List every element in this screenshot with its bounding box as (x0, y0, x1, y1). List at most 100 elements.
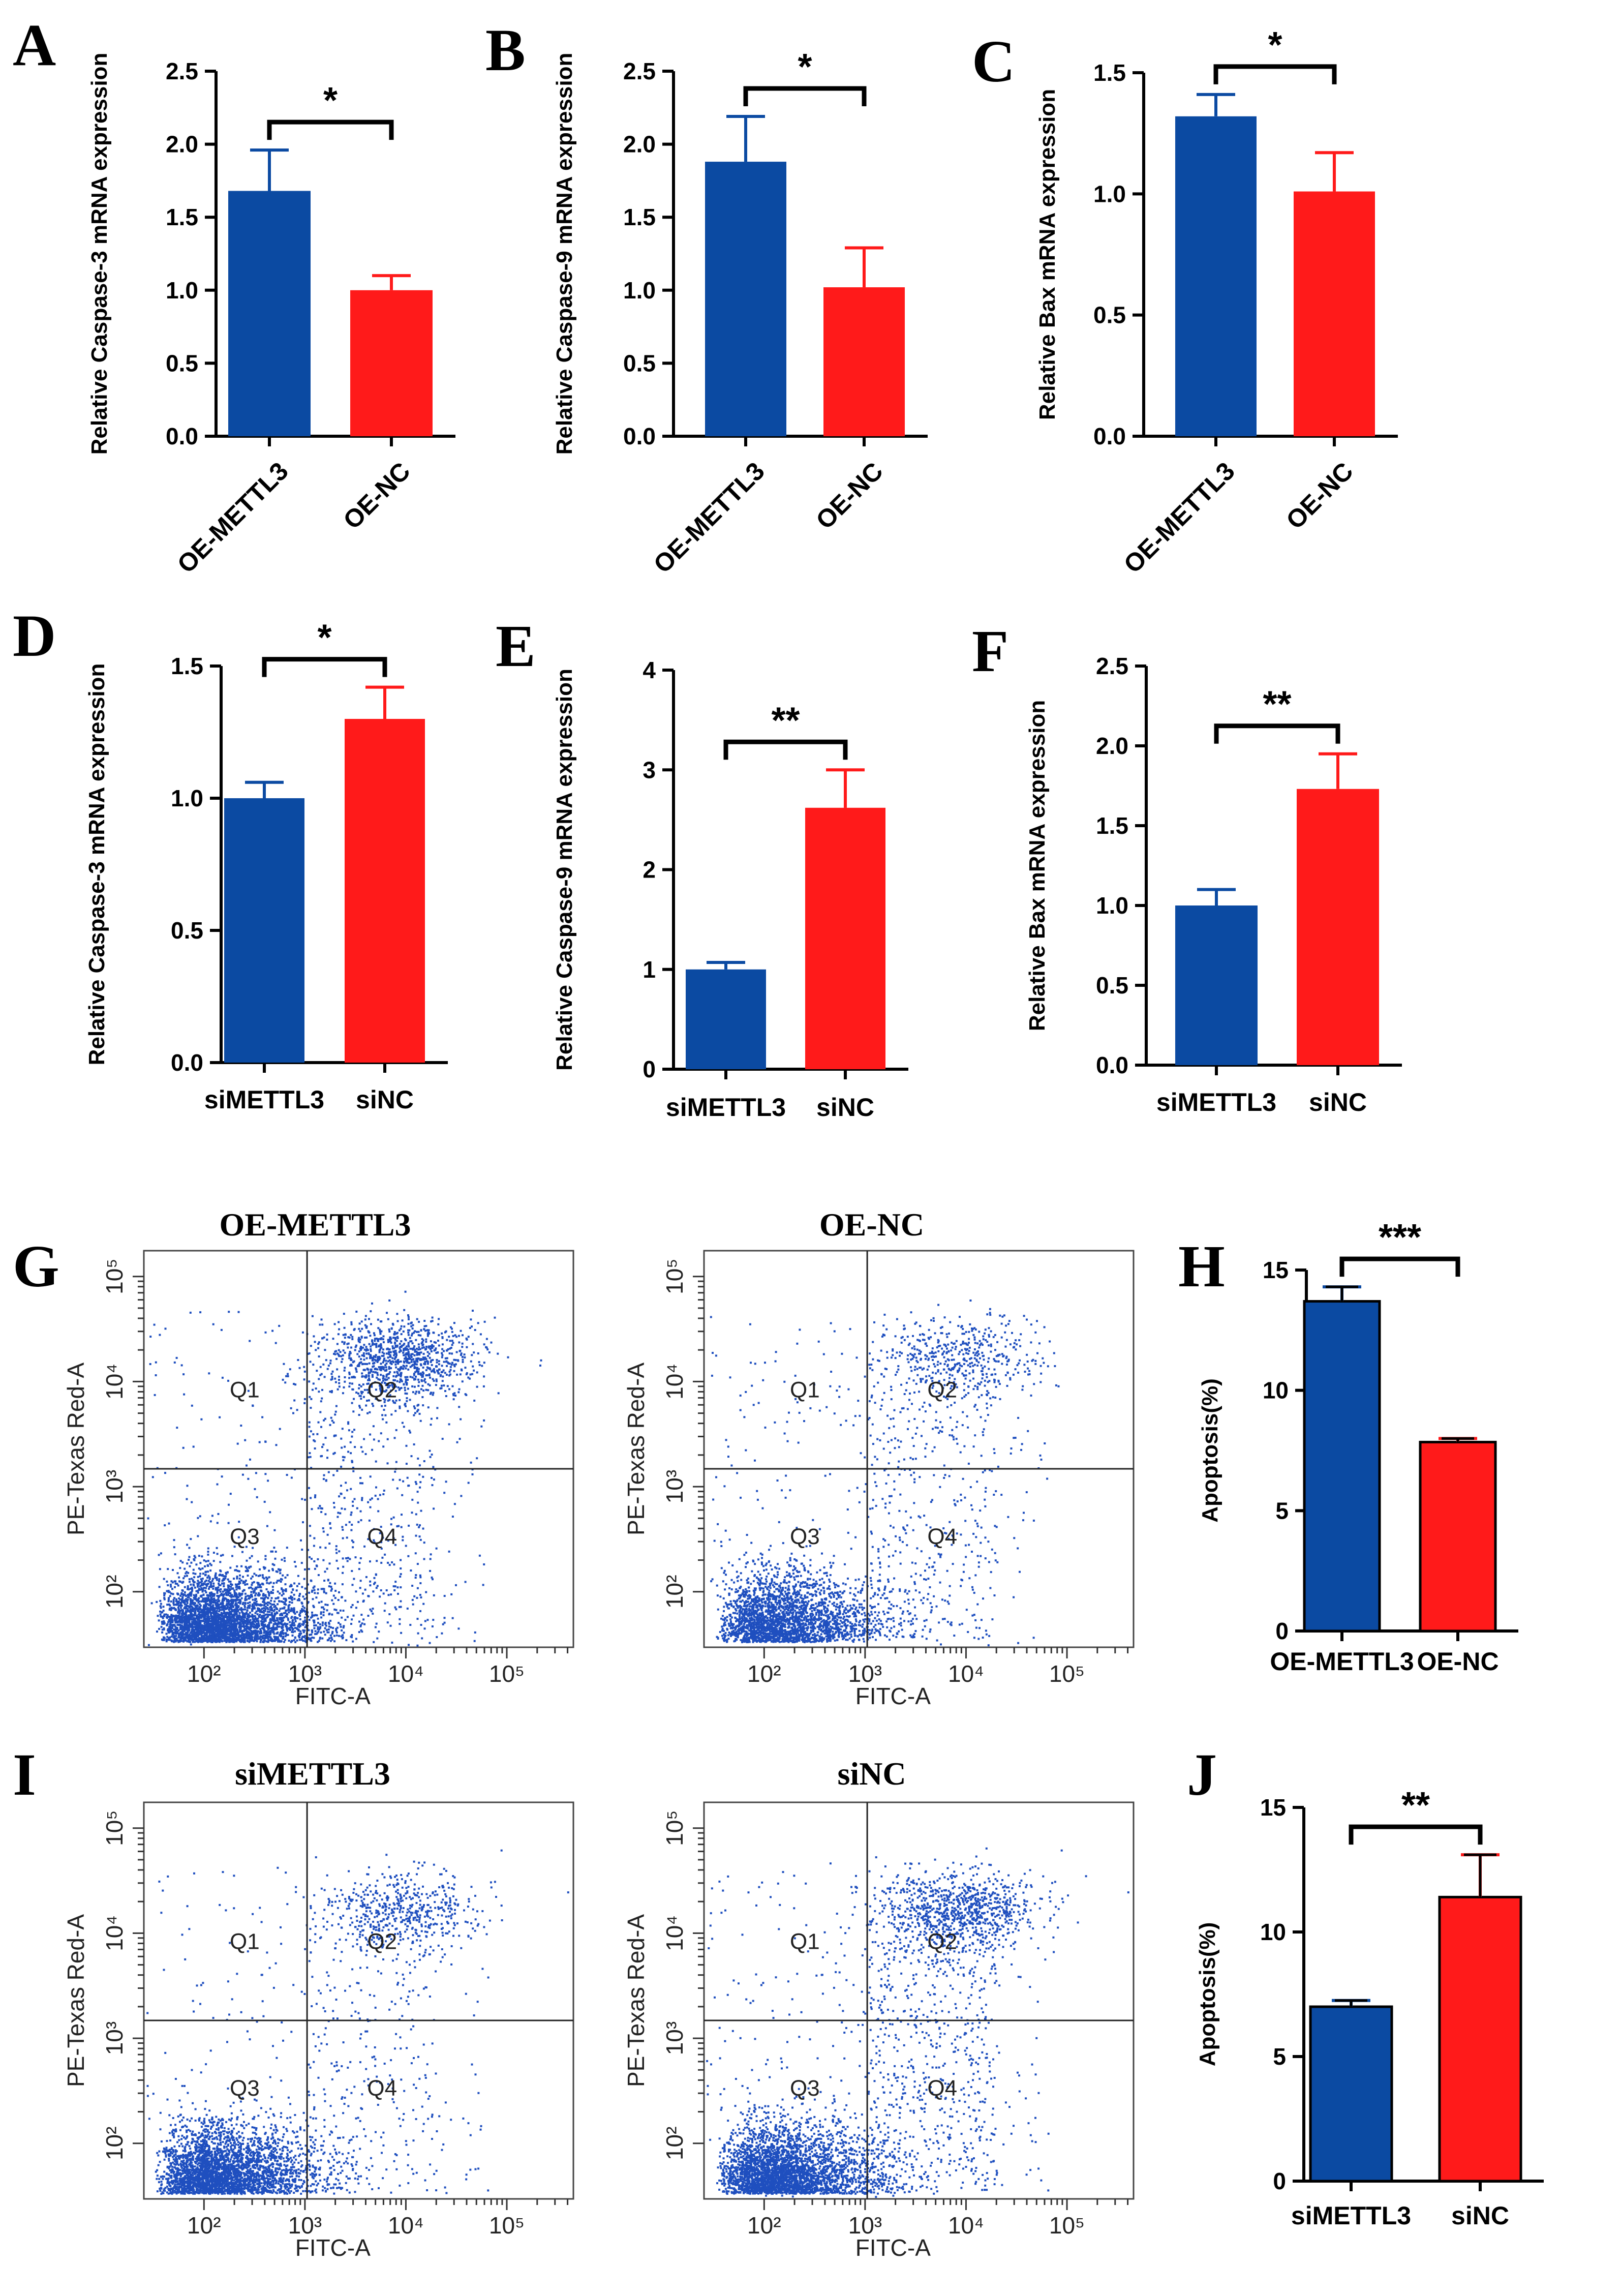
event-dot (235, 1638, 238, 1641)
event-dot (205, 1611, 208, 1613)
event-dot (213, 1639, 216, 1641)
event-dot (211, 1612, 213, 1614)
event-dot (232, 1624, 234, 1627)
event-dot (207, 1560, 209, 1562)
event-dot (380, 1343, 382, 1345)
event-dot (379, 1348, 381, 1351)
event-dot (437, 1323, 440, 1325)
event-dot (171, 1633, 174, 1636)
event-dot (241, 1612, 244, 1614)
event-dot (407, 1351, 410, 1354)
event-dot (381, 1556, 384, 1559)
event-dot (377, 1374, 379, 1376)
event-dot (270, 1591, 272, 1593)
event-dot (308, 1568, 310, 1570)
event-dot (218, 1610, 221, 1613)
event-dot (171, 1621, 174, 1623)
event-dot (446, 1374, 448, 1376)
event-dot (163, 1639, 165, 1641)
event-dot (229, 1629, 232, 1632)
event-dot (423, 1325, 426, 1327)
event-dot (174, 1637, 177, 1640)
event-dot (426, 1351, 429, 1353)
event-dot (285, 1375, 288, 1377)
event-dot (318, 1391, 320, 1393)
event-dot (342, 1456, 344, 1458)
event-dot (415, 1534, 417, 1537)
event-dot (258, 1592, 260, 1594)
event-dot (191, 1578, 193, 1580)
event-dot (276, 1608, 279, 1610)
event-dot (181, 1628, 183, 1631)
event-dot (242, 1580, 245, 1583)
event-dot (349, 1382, 351, 1384)
event-dot (198, 1581, 200, 1584)
event-dot (194, 1635, 196, 1637)
event-dot (458, 1350, 461, 1352)
event-dot (453, 1365, 456, 1368)
event-dot (401, 1514, 403, 1516)
event-dot (249, 1605, 251, 1607)
event-dot (311, 1589, 314, 1592)
panel-label-c: C (972, 28, 1015, 95)
event-dot (464, 1356, 466, 1358)
event-dot (303, 1370, 306, 1373)
event-dot (156, 1600, 158, 1603)
event-dot (301, 1636, 304, 1638)
event-dot (448, 1352, 451, 1354)
event-dot (395, 1385, 397, 1388)
event-dot (273, 1628, 276, 1631)
event-dot (221, 1624, 224, 1626)
event-dot (361, 1622, 363, 1625)
event-dot (461, 1342, 464, 1345)
event-dot (222, 1606, 225, 1609)
event-dot (352, 1546, 354, 1549)
event-dot (439, 1387, 442, 1389)
event-dot (398, 1351, 401, 1353)
event-dot (452, 1398, 455, 1401)
event-dot (393, 1331, 396, 1333)
event-dot (191, 1624, 193, 1627)
event-dot (228, 1588, 231, 1591)
event-dot (187, 1596, 189, 1598)
event-dot (366, 1363, 369, 1365)
event-dot (371, 1359, 374, 1362)
event-dot (369, 1379, 371, 1381)
event-dot (238, 1640, 241, 1642)
event-dot (235, 1623, 238, 1625)
event-dot (193, 1594, 195, 1596)
event-dot (200, 1633, 202, 1635)
event-dot (186, 1623, 188, 1625)
event-dot (200, 1641, 202, 1643)
event-dot (268, 1582, 270, 1585)
event-dot (227, 1584, 229, 1587)
event-dot (162, 1610, 165, 1612)
event-dot (165, 1613, 167, 1616)
event-dot (255, 1630, 258, 1633)
event-dot (259, 1628, 262, 1630)
event-dot (372, 1371, 375, 1373)
event-dot (239, 1599, 241, 1602)
event-dot (249, 1637, 252, 1640)
event-dot (407, 1344, 410, 1346)
event-dot (167, 1591, 170, 1593)
event-dot (438, 1360, 440, 1363)
event-dot (413, 1385, 416, 1388)
panel-label-h: H (1178, 1233, 1225, 1300)
event-dot (442, 1375, 444, 1378)
event-dot (379, 1383, 381, 1385)
event-dot (210, 1600, 212, 1603)
event-dot (241, 1603, 244, 1606)
event-dot (379, 1333, 382, 1335)
event-dot (375, 1344, 378, 1346)
event-dot (181, 1626, 184, 1629)
category-label-h-2: OE-NC (1417, 1647, 1498, 1676)
event-dot (392, 1401, 395, 1404)
event-dot (182, 1581, 185, 1583)
event-dot (238, 1626, 240, 1628)
event-dot (422, 1389, 425, 1392)
event-dot (399, 1399, 401, 1401)
event-dot (212, 1599, 215, 1602)
event-dot (220, 1602, 222, 1605)
